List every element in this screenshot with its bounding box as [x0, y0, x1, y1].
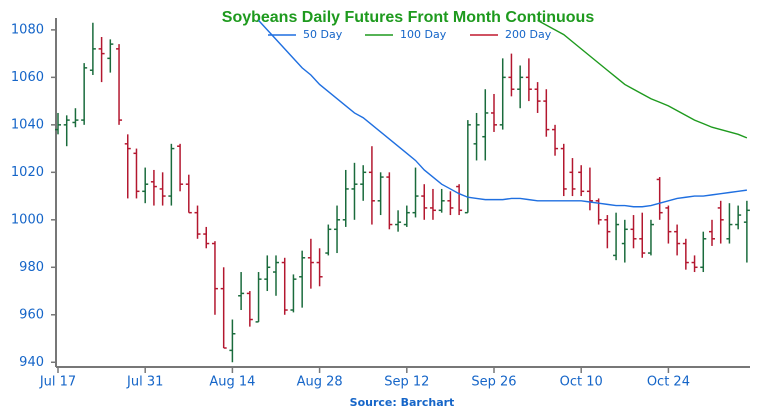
- source-note: Source: Barchart: [350, 396, 455, 409]
- y-tick-label: 1040: [11, 117, 44, 132]
- y-tick-label: 1020: [11, 165, 44, 180]
- y-tick-label: 980: [19, 260, 44, 275]
- x-tick-label: Aug 28: [297, 375, 343, 390]
- x-tick-label: Oct 10: [560, 375, 603, 390]
- ma-line: [258, 19, 747, 208]
- y-tick-label: 1060: [11, 70, 44, 85]
- chart-title: Soybeans Daily Futures Front Month Conti…: [222, 9, 595, 26]
- x-tick-label: Aug 14: [209, 375, 255, 390]
- legend-label: 50 Day: [303, 28, 343, 41]
- y-tick-label: 1000: [11, 212, 44, 227]
- x-tick-label: Sep 12: [384, 375, 429, 390]
- x-tick-label: Oct 24: [647, 375, 690, 390]
- y-tick-label: 960: [19, 307, 44, 322]
- x-tick-label: Jul 31: [126, 375, 163, 390]
- y-tick-label: 940: [19, 355, 44, 370]
- legend-label: 100 Day: [400, 28, 447, 41]
- ma-line: [537, 19, 748, 139]
- x-tick-label: Sep 26: [471, 375, 516, 390]
- x-tick-label: Jul 17: [39, 375, 76, 390]
- y-tick-label: 1080: [11, 22, 44, 37]
- legend-label: 200 Day: [505, 28, 552, 41]
